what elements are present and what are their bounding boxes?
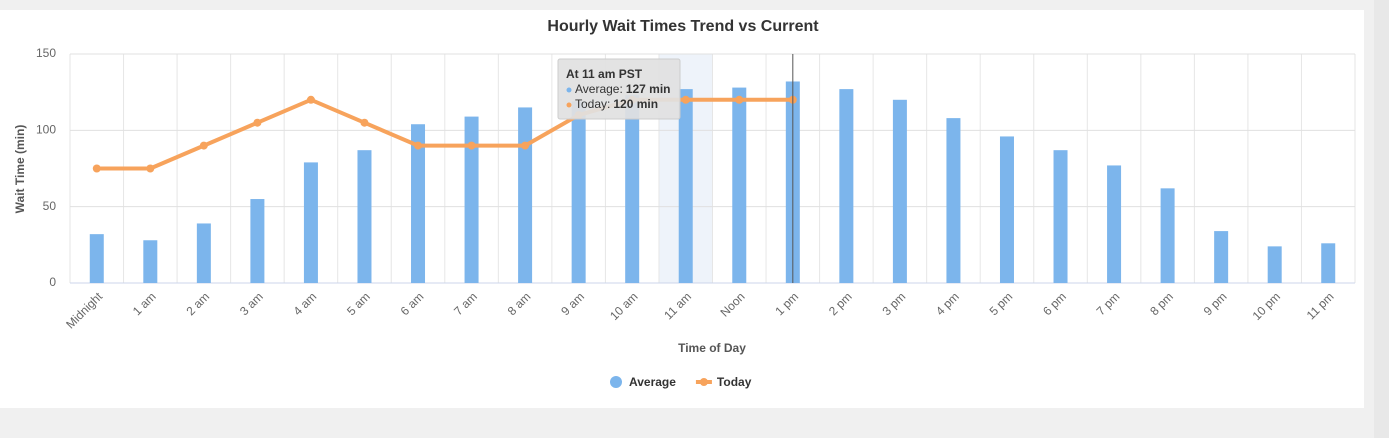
bar <box>143 240 158 283</box>
line-marker <box>146 164 155 173</box>
bar <box>303 162 318 283</box>
bar <box>1321 243 1336 283</box>
bar <box>464 116 479 284</box>
bar <box>999 136 1014 283</box>
x-axis-label: Time of Day <box>678 341 746 355</box>
bar <box>839 89 854 283</box>
line-marker <box>735 95 744 104</box>
bar <box>1160 188 1175 283</box>
bar <box>892 99 907 283</box>
bar <box>678 89 693 283</box>
bar <box>946 118 961 284</box>
line-marker <box>521 141 530 150</box>
scrollbar <box>1374 0 1389 438</box>
line-marker <box>681 95 690 104</box>
chart-title: Hourly Wait Times Trend vs Current <box>547 18 819 35</box>
bar <box>518 107 533 283</box>
line-marker <box>253 118 262 127</box>
bar <box>625 95 640 283</box>
line-marker <box>199 141 208 150</box>
line-marker <box>306 95 315 104</box>
bar <box>1053 150 1068 283</box>
tooltip-value: 127 min <box>626 82 671 96</box>
tooltip-bullet <box>566 102 572 108</box>
bar <box>250 199 265 283</box>
line-marker <box>467 141 476 150</box>
line-marker <box>360 118 369 127</box>
y-tick-label: 0 <box>49 275 56 289</box>
line-marker <box>414 141 423 150</box>
bar <box>1267 246 1282 283</box>
bar <box>411 124 426 283</box>
bar <box>357 150 372 283</box>
tooltip-title: At 11 am PST <box>566 67 643 81</box>
tooltip-box <box>557 58 681 120</box>
tooltip-bullet <box>566 87 572 93</box>
y-tick-label: 100 <box>36 123 56 137</box>
tooltip-label: Average: <box>575 82 623 96</box>
bar <box>89 234 104 283</box>
legend-label: Average <box>629 375 676 389</box>
y-tick-label: 150 <box>36 46 56 60</box>
tooltip-value: 120 min <box>613 97 658 111</box>
bar <box>1214 231 1229 283</box>
y-axis-label: Wait Time (min) <box>13 125 27 214</box>
legend-symbol <box>699 378 708 386</box>
line-marker <box>92 164 101 173</box>
y-tick-label: 50 <box>43 199 57 213</box>
bar <box>196 223 211 283</box>
bar <box>571 101 586 284</box>
bar <box>732 87 747 283</box>
legend-symbol <box>610 376 622 388</box>
tooltip-label: Today: <box>575 97 610 111</box>
bar <box>1107 165 1122 283</box>
legend-label: Today <box>717 375 752 389</box>
